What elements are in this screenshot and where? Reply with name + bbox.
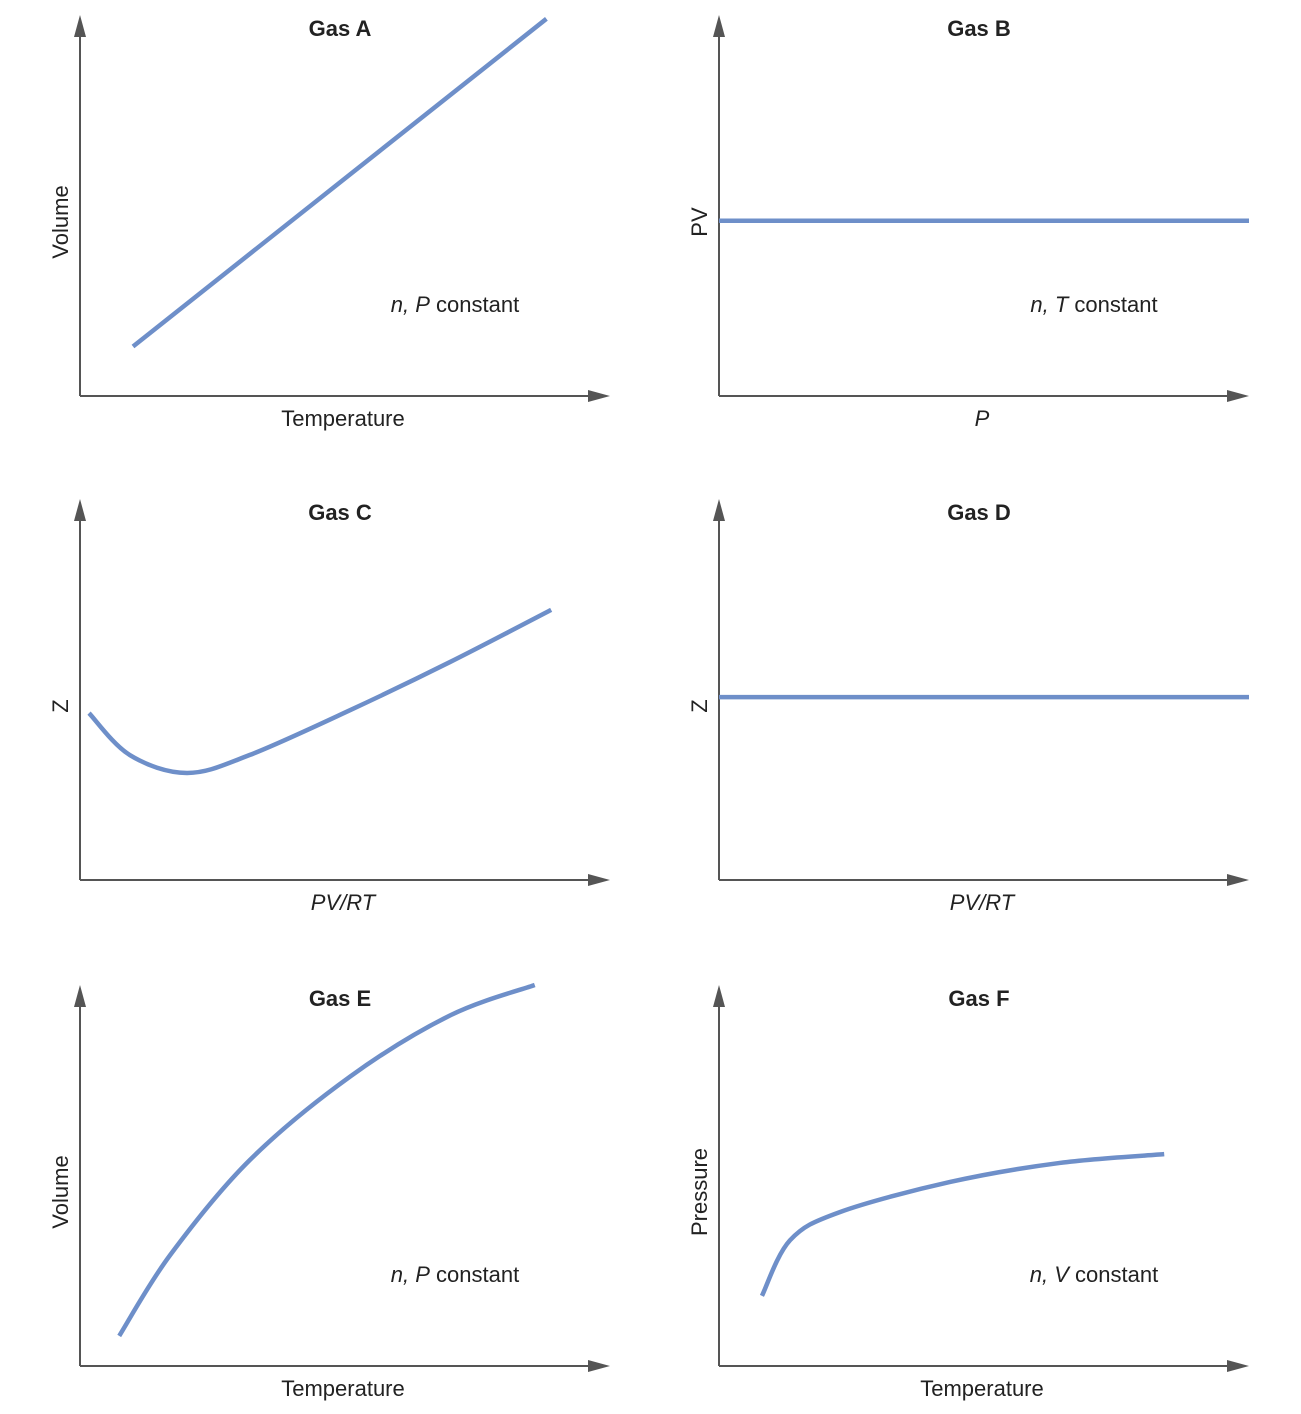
condition-annotation: n, P constant: [391, 292, 519, 317]
y-axis-arrow-icon: [74, 985, 86, 1007]
y-axis-label: Volume: [48, 185, 73, 258]
y-axis-arrow-icon: [713, 15, 725, 37]
y-axis-arrow-icon: [713, 985, 725, 1007]
y-axis-label: Z: [48, 699, 73, 712]
series-line: [131, 17, 548, 349]
y-axis-label: Z: [687, 699, 712, 712]
x-axis-arrow-icon: [588, 1360, 610, 1372]
x-axis-arrow-icon: [1227, 874, 1249, 886]
x-axis-label: Temperature: [281, 1376, 405, 1401]
y-axis-label: Pressure: [687, 1148, 712, 1236]
series-line: [759, 1151, 1165, 1297]
x-axis-label: Temperature: [281, 406, 405, 431]
panel-gas-c: Gas C PV/RT Z: [48, 499, 610, 915]
x-axis-label: Temperature: [920, 1376, 1044, 1401]
condition-annotation: n, V constant: [1030, 1262, 1158, 1287]
x-axis-arrow-icon: [588, 874, 610, 886]
chart-title: Gas E: [309, 986, 371, 1011]
panel-gas-b: Gas B P PV n, T constant: [687, 15, 1249, 431]
chart-title: Gas C: [308, 500, 372, 525]
y-axis-arrow-icon: [713, 499, 725, 521]
x-axis-arrow-icon: [1227, 390, 1249, 402]
condition-annotation: n, T constant: [1030, 292, 1157, 317]
series-line: [117, 982, 536, 1338]
condition-annotation: n, P constant: [391, 1262, 519, 1287]
panel-gas-a: Gas A Temperature Volume n, P constant: [48, 15, 610, 431]
panel-gas-f: Gas F Temperature Pressure n, V constant: [687, 985, 1249, 1401]
y-axis-arrow-icon: [74, 15, 86, 37]
x-axis-label: PV/RT: [311, 890, 377, 915]
x-axis-label: P: [975, 406, 990, 431]
y-axis-label: Volume: [48, 1155, 73, 1228]
chart-title: Gas A: [309, 16, 372, 41]
panel-gas-e: Gas E Temperature Volume n, P constant: [48, 982, 610, 1401]
x-axis-arrow-icon: [588, 390, 610, 402]
panel-gas-d: Gas D PV/RT Z: [687, 499, 1249, 915]
chart-title: Gas B: [947, 16, 1011, 41]
chart-title: Gas D: [947, 500, 1011, 525]
chart-title: Gas F: [948, 986, 1009, 1011]
x-axis-label: PV/RT: [950, 890, 1016, 915]
x-axis-arrow-icon: [1227, 1360, 1249, 1372]
y-axis-arrow-icon: [74, 499, 86, 521]
series-line: [87, 607, 553, 776]
y-axis-label: PV: [687, 207, 712, 237]
